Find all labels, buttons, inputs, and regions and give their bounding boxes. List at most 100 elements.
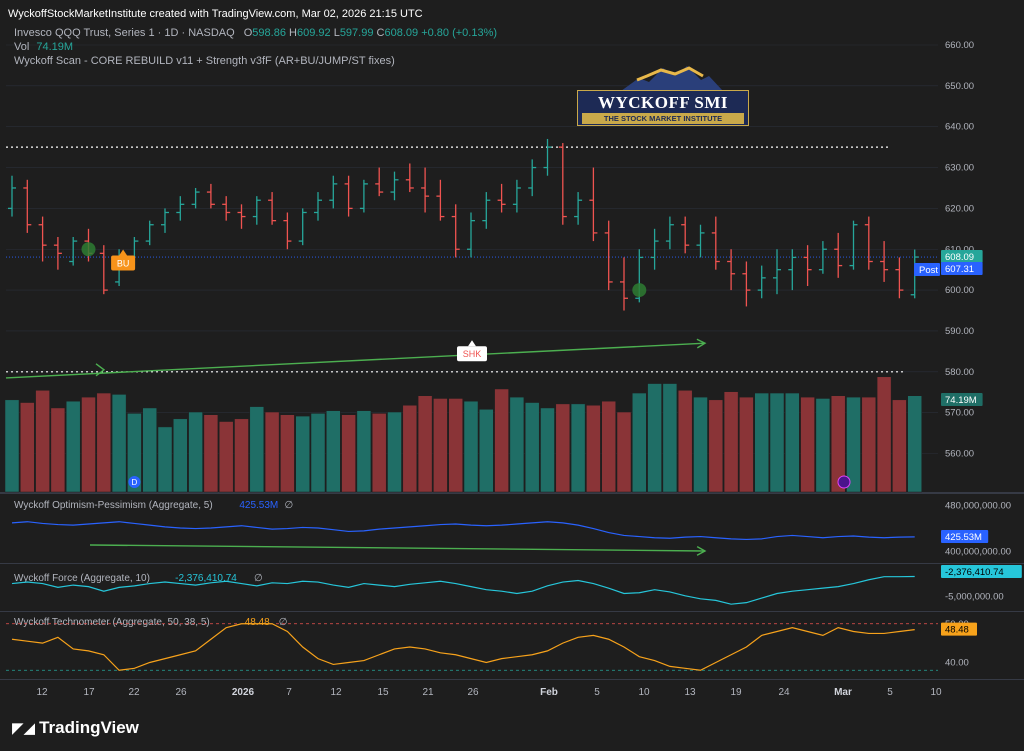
volume-bar (693, 396, 708, 493)
bu-label: BU (117, 259, 130, 269)
volume-bar (907, 395, 922, 493)
volume-bar (96, 392, 112, 493)
op-indicator-value: 425.53M (239, 500, 278, 511)
ohlc-high: 609.92 (296, 27, 331, 39)
volume-bar (723, 391, 739, 493)
volume-bar (892, 399, 907, 493)
price-tick-label: 620.00 (945, 203, 974, 214)
op-indicator-settings-icon: ∅ (285, 500, 294, 511)
price-tick-label: 640.00 (945, 122, 974, 133)
x-tick-label: 12 (330, 687, 342, 698)
force-badge-bg (941, 565, 1022, 578)
x-tick-label: Feb (540, 687, 558, 698)
volume-bar (280, 414, 295, 493)
technometer-badge-bg (941, 622, 977, 636)
op-badge: 425.53M (945, 532, 982, 543)
ohlc-low: 597.99 (339, 27, 374, 39)
post-price-badge-bg (941, 262, 983, 275)
symbol-line[interactable]: Invesco QQQ Trust, Series 1 · 1D · NASDA… (14, 27, 497, 39)
technometer-tick-label: 40.00 (945, 658, 969, 669)
x-tick-label: Mar (834, 687, 852, 698)
volume-bar (555, 403, 571, 493)
dividend-event-label: D (132, 478, 138, 487)
ohlc-change: +0.80 (+0.13%) (421, 27, 498, 39)
volume-bar (830, 395, 846, 493)
force-series-line (11, 575, 915, 605)
price-trend-line-arrow (696, 338, 707, 349)
volume-bar (662, 383, 678, 493)
volume-bar (81, 396, 96, 493)
x-tick-label: 5 (594, 687, 600, 698)
mountain-icon (621, 66, 723, 91)
price-tick-label: 650.00 (945, 81, 974, 92)
volume-bar (127, 413, 142, 493)
price-tick-label: 560.00 (945, 449, 974, 460)
volume-bar (708, 399, 724, 493)
volume-bar (800, 396, 815, 493)
x-tick-label: 21 (422, 687, 434, 698)
x-tick-label: 2026 (232, 687, 255, 698)
volume-bar (647, 383, 662, 493)
volume-bar (769, 392, 785, 493)
volume-bar (524, 402, 540, 493)
volume-bar (861, 396, 877, 493)
price-trend-mid-arrow (95, 363, 106, 377)
volume-bar (4, 399, 20, 493)
force-badge: -2,376,410.74 (945, 567, 1004, 578)
footer-brand-label: TradingView (39, 718, 139, 737)
shk-label: SHK (463, 349, 482, 359)
volume-bar (264, 411, 280, 493)
volume-bar (632, 392, 647, 493)
x-tick-label: 22 (128, 687, 140, 698)
volume-bar (448, 398, 463, 493)
op-tick-label: 400,000,000.00 (945, 546, 1011, 557)
technometer-indicator-title: Wyckoff Technometer (Aggregate, 50, 38, … (14, 617, 210, 628)
volume-bar (417, 395, 433, 493)
pane-separator (0, 492, 1024, 494)
volume-bar (509, 396, 525, 493)
footer-brand[interactable]: ◤◢ TradingView (12, 718, 139, 738)
shk-label-bg (457, 346, 487, 362)
op-indicator-title: Wyckoff Optimism-Pessimism (Aggregate, 5… (14, 500, 213, 511)
price-trend-line (5, 342, 706, 379)
volume-bar (142, 407, 157, 493)
price-tick-label: 570.00 (945, 408, 974, 419)
volume-bar (341, 414, 356, 493)
volume-bar (50, 407, 66, 493)
technometer-indicator-settings-icon: ∅ (279, 617, 288, 628)
volume-bar (234, 418, 249, 493)
x-tick-label: 13 (684, 687, 696, 698)
indicator-line[interactable]: Wyckoff Scan - CORE REBUILD v11 + Streng… (14, 55, 395, 67)
tradingview-logo-icon: ◤◢ (12, 720, 36, 737)
volume-bar (188, 411, 203, 493)
logo-title: WYCKOFF SMI (597, 93, 728, 112)
volume-bar (173, 418, 188, 493)
x-tick-label: 15 (377, 687, 389, 698)
volume-bar (295, 415, 310, 493)
volume-bar (402, 404, 418, 493)
x-tick-label: 10 (930, 687, 942, 698)
volume-bar (677, 390, 693, 493)
last-price-badge: 608.09 (945, 252, 974, 263)
wyckoff-signal-circle (632, 283, 647, 298)
volume-bar (601, 400, 616, 493)
technometer-series-line (11, 623, 915, 671)
volume-bar (586, 404, 601, 493)
technometer-indicator-value: 48.48 (245, 617, 270, 628)
logo-plate: WYCKOFF SMI THE STOCK MARKET INSTITUTE (577, 90, 749, 126)
volume-bar (326, 410, 341, 493)
volume-bar (310, 413, 326, 493)
volume-bar (20, 402, 35, 493)
volume-bar (754, 392, 769, 493)
volume-bar (463, 400, 479, 493)
ohlc-close: 608.09 (384, 27, 419, 39)
volume-bar (433, 398, 448, 493)
volume-line[interactable]: Vol 74.19M (14, 41, 73, 53)
volume-bar (616, 411, 632, 493)
volume-bar (479, 409, 494, 493)
logo-subtitle: THE STOCK MARKET INSTITUTE (582, 113, 744, 124)
volume-bar (35, 390, 50, 493)
post-label: Post (919, 265, 938, 276)
volume-bar (65, 400, 81, 493)
